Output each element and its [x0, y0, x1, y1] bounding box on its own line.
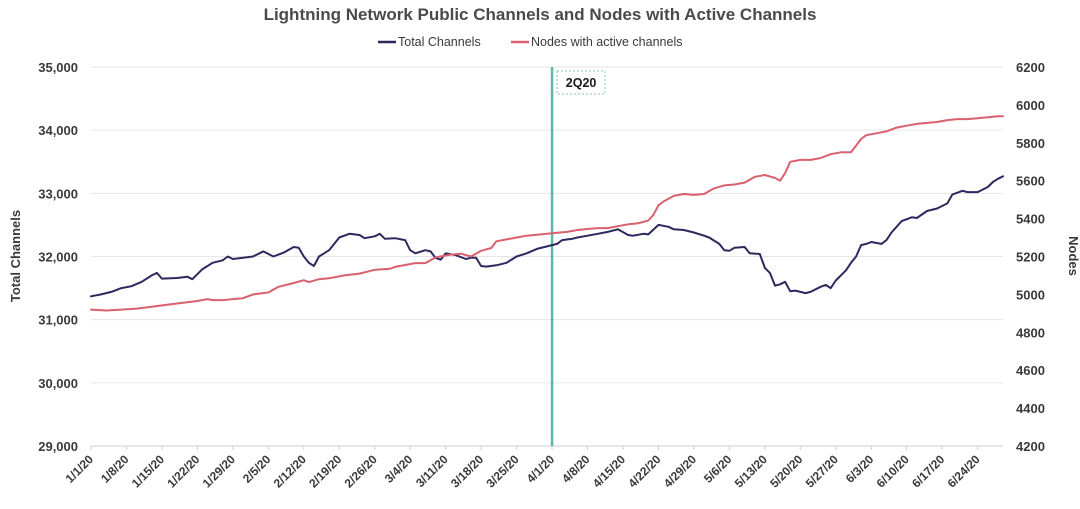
y-right-tick-label: 4800 — [1016, 325, 1045, 340]
y-axis-left: 29,000 30,000 31,000 32,000 33,000 34,000 35,0… — [38, 60, 78, 454]
x-tick-label: 6/3/20 — [843, 452, 877, 486]
x-tick-label: 6/17/20 — [909, 452, 947, 490]
quarter-marker-label: 2Q20 — [566, 76, 597, 90]
x-tick-label: 2/19/20 — [306, 452, 344, 490]
x-tick-label: 1/15/20 — [129, 452, 167, 490]
y-right-tick-label: 4400 — [1016, 401, 1045, 416]
legend-label-nodes: Nodes with active channels — [531, 35, 682, 49]
x-tick-label: 6/10/20 — [874, 452, 912, 490]
x-tick-label: 1/1/20 — [63, 452, 97, 486]
x-tick-label: 1/22/20 — [164, 452, 202, 490]
x-tick-label: 4/29/20 — [661, 452, 699, 490]
y-left-tick-label: 34,000 — [38, 123, 78, 138]
x-tick-label: 4/1/20 — [524, 452, 558, 486]
y-right-tick-label: 5400 — [1016, 212, 1045, 227]
series-line-total-channels — [90, 175, 1004, 298]
y-right-tick-label: 4200 — [1016, 439, 1045, 454]
x-tick-label: 1/29/20 — [200, 452, 238, 490]
x-tick-label: 3/25/20 — [484, 452, 522, 490]
y-right-tick-label: 5000 — [1016, 287, 1045, 302]
y-axis-right: 4200 4400 4600 4800 5000 5200 5400 5600 5800 6000… — [1016, 60, 1045, 454]
legend: Total Channels Nodes with active channel… — [378, 35, 682, 49]
y-right-tick-label: 6200 — [1016, 60, 1045, 75]
x-tick-label: 5/20/20 — [767, 452, 805, 490]
x-tick-label: 3/4/20 — [382, 452, 416, 486]
x-tick-label: 2/26/20 — [342, 452, 380, 490]
x-tick-label: 5/6/20 — [701, 452, 735, 486]
x-tick-label: 2/5/20 — [240, 452, 274, 486]
x-tick-label: 4/15/20 — [590, 452, 628, 490]
quarter-marker: 2Q20 — [550, 67, 606, 446]
y-axis-left-title: Total Channels — [8, 210, 23, 302]
y-right-tick-label: 5600 — [1016, 174, 1045, 189]
chart-title: Lightning Network Public Channels and No… — [264, 5, 817, 24]
y-left-tick-label: 33,000 — [38, 186, 78, 201]
quarter-marker-label-box — [556, 70, 606, 95]
x-tick-label: 2/12/20 — [271, 452, 309, 490]
y-right-tick-label: 5200 — [1016, 250, 1045, 265]
y-left-tick-label: 30,000 — [38, 376, 78, 391]
x-tick-label: 6/24/20 — [945, 452, 983, 490]
x-tick-label: 1/8/20 — [98, 452, 132, 486]
x-tick-label: 5/27/20 — [803, 452, 841, 490]
series-lines — [90, 115, 1004, 312]
legend-label-total-channels: Total Channels — [398, 35, 481, 49]
x-tick-label: 4/22/20 — [625, 452, 663, 490]
x-tick-label: 3/11/20 — [413, 452, 451, 490]
y-left-tick-label: 35,000 — [38, 60, 78, 75]
x-tick-label: 3/18/20 — [448, 452, 486, 490]
y-left-tick-label: 29,000 — [38, 439, 78, 454]
y-left-tick-label: 32,000 — [38, 250, 78, 265]
gridlines — [91, 66, 1003, 447]
y-left-tick-label: 31,000 — [38, 313, 78, 328]
x-tick-label: 4/8/20 — [559, 452, 593, 486]
x-axis: 1/1/20 1/8/201/15/201/22/201/29/20 2/5/202… — [63, 446, 983, 490]
series-line-nodes — [90, 115, 1004, 312]
y-right-tick-label: 4600 — [1016, 363, 1045, 378]
y-right-tick-label: 6000 — [1016, 98, 1045, 113]
y-axis-right-title: Nodes — [1066, 236, 1080, 276]
x-tick-label: 5/13/20 — [732, 452, 770, 490]
y-right-tick-label: 5800 — [1016, 136, 1045, 151]
